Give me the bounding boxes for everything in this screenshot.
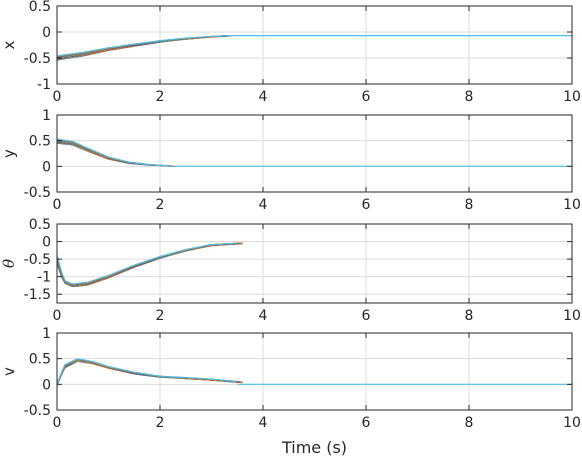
y-tick-label: -0.5 — [24, 185, 51, 201]
plot-area — [57, 333, 572, 410]
series-group — [57, 138, 572, 168]
axes-frame — [56, 332, 573, 411]
series-group — [57, 34, 572, 61]
y-axis-label: x — [0, 40, 18, 49]
x-tick-label: 4 — [259, 308, 268, 324]
x-tick-label: 2 — [156, 415, 165, 431]
y-axis-label: y — [0, 149, 18, 158]
subplot-y: 0 2 4 6 8 10-0.500.51y — [0, 108, 581, 213]
x-tick-label: 0 — [53, 308, 62, 324]
series-group — [57, 242, 243, 288]
x-tick-label: 4 — [259, 415, 268, 431]
plot-area — [57, 224, 572, 303]
x-tick-label: 0 — [53, 415, 62, 431]
x-tick-label: 8 — [465, 89, 474, 105]
y-tick-label: 0 — [42, 235, 51, 251]
x-tick-label: 6 — [362, 197, 371, 213]
x-tick-label: 0 — [53, 89, 62, 105]
subplot-theta: 0 2 4 6 8 10-1.5-1-0.500.5θ — [0, 217, 581, 324]
x-tick-label: 0 — [53, 197, 62, 213]
subplot-x: 0 2 4 6 8 10 -1 -0.5 0 0.5 x — [0, 0, 581, 105]
axes-frame — [56, 5, 573, 85]
y-tick-label: 0 — [42, 377, 51, 393]
y-tick-label: -0.5 — [24, 51, 51, 67]
x-tick-label: 2 — [156, 89, 165, 105]
series-line — [57, 242, 237, 285]
x-tick-label: 10 — [563, 308, 581, 324]
x-tick-label: 10 — [563, 415, 581, 431]
series-line — [57, 358, 237, 385]
y-tick-label: -0.5 — [24, 252, 51, 268]
x-tick-label: 10 — [563, 197, 581, 213]
y-tick-label: 0.5 — [29, 217, 51, 233]
x-tick-label: 2 — [156, 308, 165, 324]
y-tick-label: -1 — [37, 270, 51, 286]
x-tick-label: 6 — [362, 308, 371, 324]
y-axis-label: θ — [0, 259, 18, 268]
series-line — [57, 35, 226, 57]
y-tick-label: 0.5 — [29, 134, 51, 150]
x-tick-label: 8 — [465, 415, 474, 431]
y-tick-label: 1 — [42, 326, 51, 342]
axes-frame — [56, 114, 573, 193]
y-tick-label: -1 — [37, 77, 51, 93]
x-tick-label: 8 — [465, 197, 474, 213]
axes-frame — [56, 223, 573, 304]
x-tick-label: 4 — [259, 89, 268, 105]
y-tick-label: 0 — [42, 25, 51, 41]
plot-area — [57, 115, 572, 192]
x-tick-label: 8 — [465, 308, 474, 324]
y-tick-label: 0.5 — [29, 0, 51, 15]
y-tick-label: 0 — [42, 159, 51, 175]
x-tick-label: 4 — [259, 197, 268, 213]
y-tick-label: 1 — [42, 108, 51, 124]
y-axis-label: v — [0, 367, 18, 376]
y-tick-label: 0.5 — [29, 352, 51, 368]
x-tick-label: 2 — [156, 197, 165, 213]
x-tick-label: 10 — [563, 89, 581, 105]
y-tick-label: -0.5 — [24, 403, 51, 419]
x-tick-label: 6 — [362, 89, 371, 105]
x-axis-label: Time (s) — [281, 438, 347, 457]
series-group — [57, 358, 572, 386]
y-tick-label: -1.5 — [24, 287, 51, 303]
series-line — [57, 138, 170, 167]
x-tick-label: 6 — [362, 415, 371, 431]
